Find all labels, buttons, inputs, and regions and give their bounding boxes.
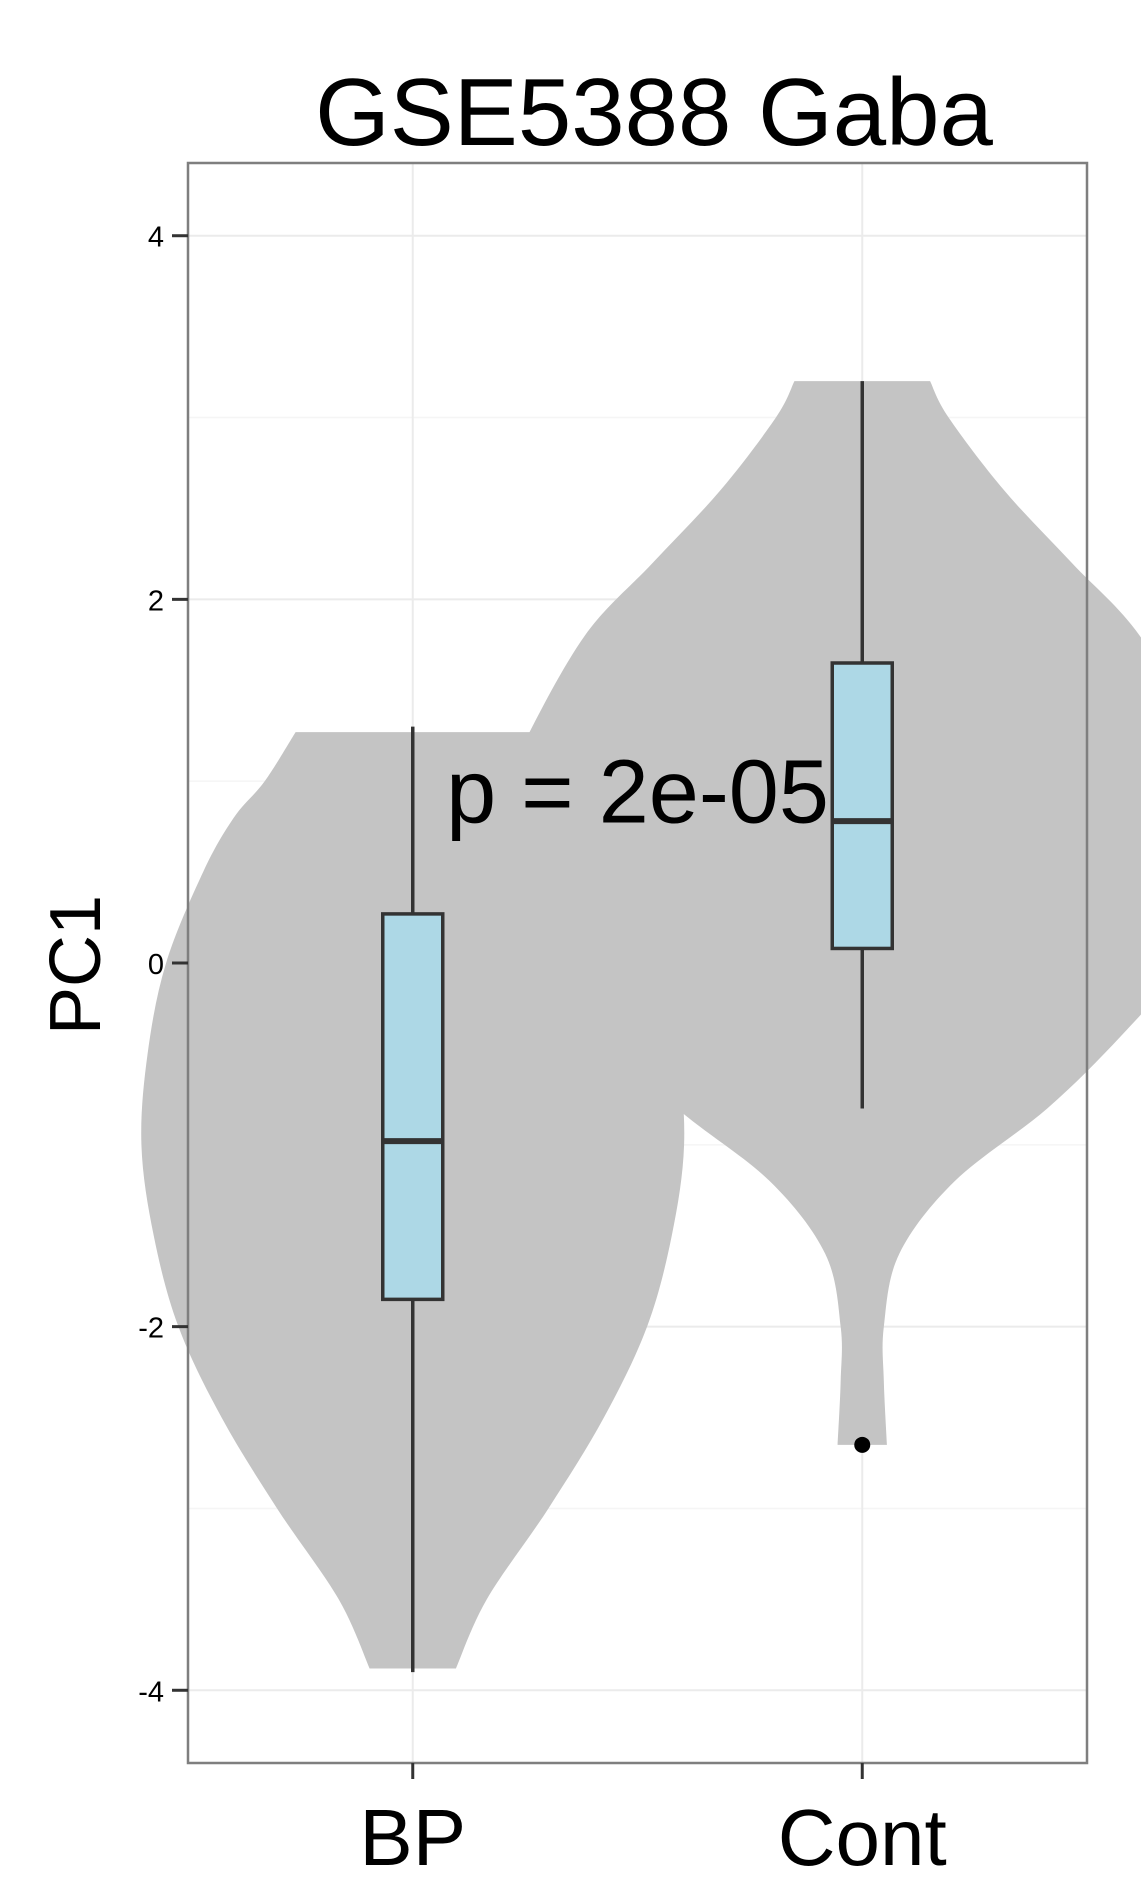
plot-area: -4 -2 0 2 4 BP Cont p = 2e-05 xyxy=(138,161,1141,1882)
violin-cont xyxy=(487,381,1141,1445)
y-tick-label: 4 xyxy=(148,222,164,254)
chart-title: GSE5388 Gaba xyxy=(315,59,993,166)
y-axis-label: PC1 xyxy=(36,895,116,1035)
y-tick-label: 2 xyxy=(148,585,164,617)
outlier-point xyxy=(854,1436,871,1453)
x-tick-label-cont: Cont xyxy=(778,1793,947,1882)
y-tick-label: -2 xyxy=(138,1313,164,1345)
box-bp xyxy=(381,912,445,1302)
p-value-annotation: p = 2e-05 xyxy=(446,742,829,842)
y-tick-label: 0 xyxy=(148,949,164,981)
box-cont xyxy=(830,661,894,951)
y-tick-label: -4 xyxy=(138,1676,164,1708)
x-tick-label-bp: BP xyxy=(359,1793,466,1882)
